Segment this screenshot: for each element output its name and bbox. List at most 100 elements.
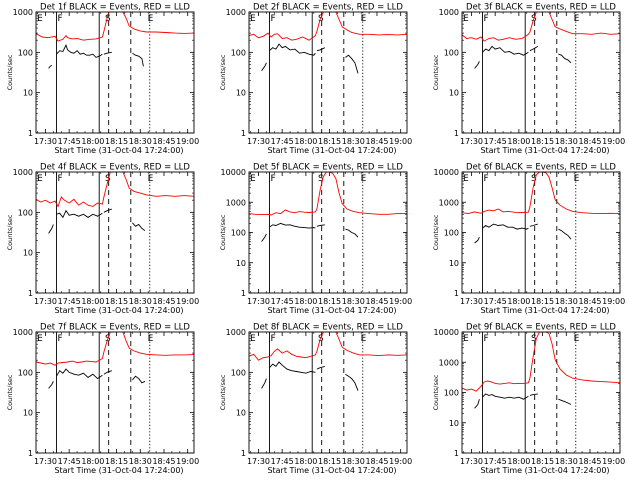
x-tick-label: 17:30 [247,297,270,306]
series-group [462,12,620,69]
events-series-line [529,223,538,227]
flare-marker: F [58,14,63,24]
y-tick-label: 1 [454,129,459,138]
y-axis-label: Counts/sec [6,214,14,250]
x-tick-label: 18:45 [578,457,601,466]
series-group [462,172,620,244]
x-tick-label: 17:45 [484,137,507,146]
x-tick-label: 18:15 [105,297,128,306]
x-tick-label: 18:00 [507,457,530,466]
eclipse-marker: E [37,174,43,184]
saa-marker: S [531,174,537,184]
events-series-line [558,53,572,64]
events-series-line [261,62,267,71]
panel-title: Det 5f BLACK = Events, RED = LLD [253,163,403,173]
events-series-line [56,44,103,58]
y-tick-label: 1000 [439,8,459,17]
x-tick-label: 18:45 [365,137,388,146]
y-tick-label: 1 [454,449,459,458]
y-tick-label: 100 [444,389,459,398]
saa-marker: S [318,174,324,184]
y-tick-label: 10 [236,89,246,98]
events-series-line [558,228,572,240]
plot-frame [35,331,195,454]
lld-series-line [249,332,327,361]
events-series-line [48,381,54,389]
y-tick-label: 1 [241,129,246,138]
y-tick-label: 10 [236,259,246,268]
x-axis-label: Start Time (31-Oct-04 17:24:00) [54,466,183,475]
lld-series-line [548,12,620,35]
saa-marker: S [318,334,324,344]
eclipse-marker: E [148,174,154,184]
x-tick-label: 18:15 [105,457,128,466]
eclipse-marker: E [463,174,469,184]
y-tick-label: 1000 [226,328,246,337]
x-tick-label: 17:30 [34,297,57,306]
x-tick-label: 18:15 [318,137,341,146]
flare-marker: F [58,334,63,344]
series-group [249,172,407,242]
x-tick-label: 19:00 [389,457,412,466]
panel-title: Det 2f BLACK = Events, RED = LLD [253,3,403,13]
events-series-line [529,46,539,52]
x-axis-label: Start Time (31-Oct-04 17:24:00) [480,306,609,315]
x-tick-label: 18:30 [342,137,365,146]
y-tick-label: 1000 [13,8,33,17]
eclipse-marker: E [250,174,256,184]
y-tick-label: 100 [18,208,33,217]
eclipse-marker: E [361,174,367,184]
events-series-line [316,47,325,52]
eclipse-marker: E [37,14,43,24]
saa-marker: S [318,14,324,24]
x-tick-label: 18:00 [81,137,104,146]
x-tick-label: 17:30 [247,137,270,146]
eclipse-marker: E [574,174,580,184]
saa-marker: S [105,174,111,184]
detector-panel-1: Det 1f BLACK = Events, RED = LLD Counts/s… [6,3,199,156]
eclipse-marker: E [574,14,580,24]
plot-frame [35,11,195,134]
y-tick-label: 100 [231,229,246,238]
x-tick-label: 17:45 [271,137,294,146]
x-axis-label: Start Time (31-Oct-04 17:24:00) [267,306,396,315]
x-tick-label: 17:30 [460,297,483,306]
series-group [249,332,407,391]
events-series-line [316,224,325,227]
x-tick-label: 18:15 [531,457,554,466]
eclipse-marker: E [574,334,580,344]
detector-panel-2: Det 2f BLACK = Events, RED = LLD Counts/s… [219,3,412,156]
x-tick-label: 18:30 [129,457,152,466]
y-axis-label: Counts/sec [432,54,440,90]
y-tick-label: 100 [18,368,33,377]
detector-panel-4: Det 4f BLACK = Events, RED = LLD Counts/s… [6,163,199,316]
x-tick-label: 19:00 [176,457,199,466]
flare-marker: F [271,14,276,24]
y-tick-label: 1 [28,289,33,298]
series-group [36,12,194,69]
y-axis-label: Counts/sec [6,54,14,90]
eclipse-marker: E [148,14,154,24]
events-series-line [132,375,146,384]
x-tick-label: 18:00 [81,457,104,466]
events-series-line [132,222,146,232]
x-axis-label: Start Time (31-Oct-04 17:24:00) [267,466,396,475]
lld-series-line [335,332,407,357]
x-tick-label: 19:00 [389,137,412,146]
y-axis-label: Counts/sec [219,54,227,90]
events-series-line [103,208,112,213]
lld-series-line [249,172,407,216]
plot-frame [248,331,408,454]
events-series-line [316,365,325,370]
flare-marker: F [484,174,489,184]
x-axis-label: Start Time (31-Oct-04 17:24:00) [54,306,183,315]
y-tick-label: 10 [449,259,459,268]
y-tick-label: 1 [28,449,33,458]
panel-title: Det 6f BLACK = Events, RED = LLD [466,163,616,173]
flare-marker: F [271,334,276,344]
x-tick-label: 18:30 [555,137,578,146]
x-tick-label: 19:00 [176,137,199,146]
x-tick-label: 18:30 [555,297,578,306]
y-tick-label: 1 [241,289,246,298]
y-axis-label: Counts/sec [6,374,14,410]
